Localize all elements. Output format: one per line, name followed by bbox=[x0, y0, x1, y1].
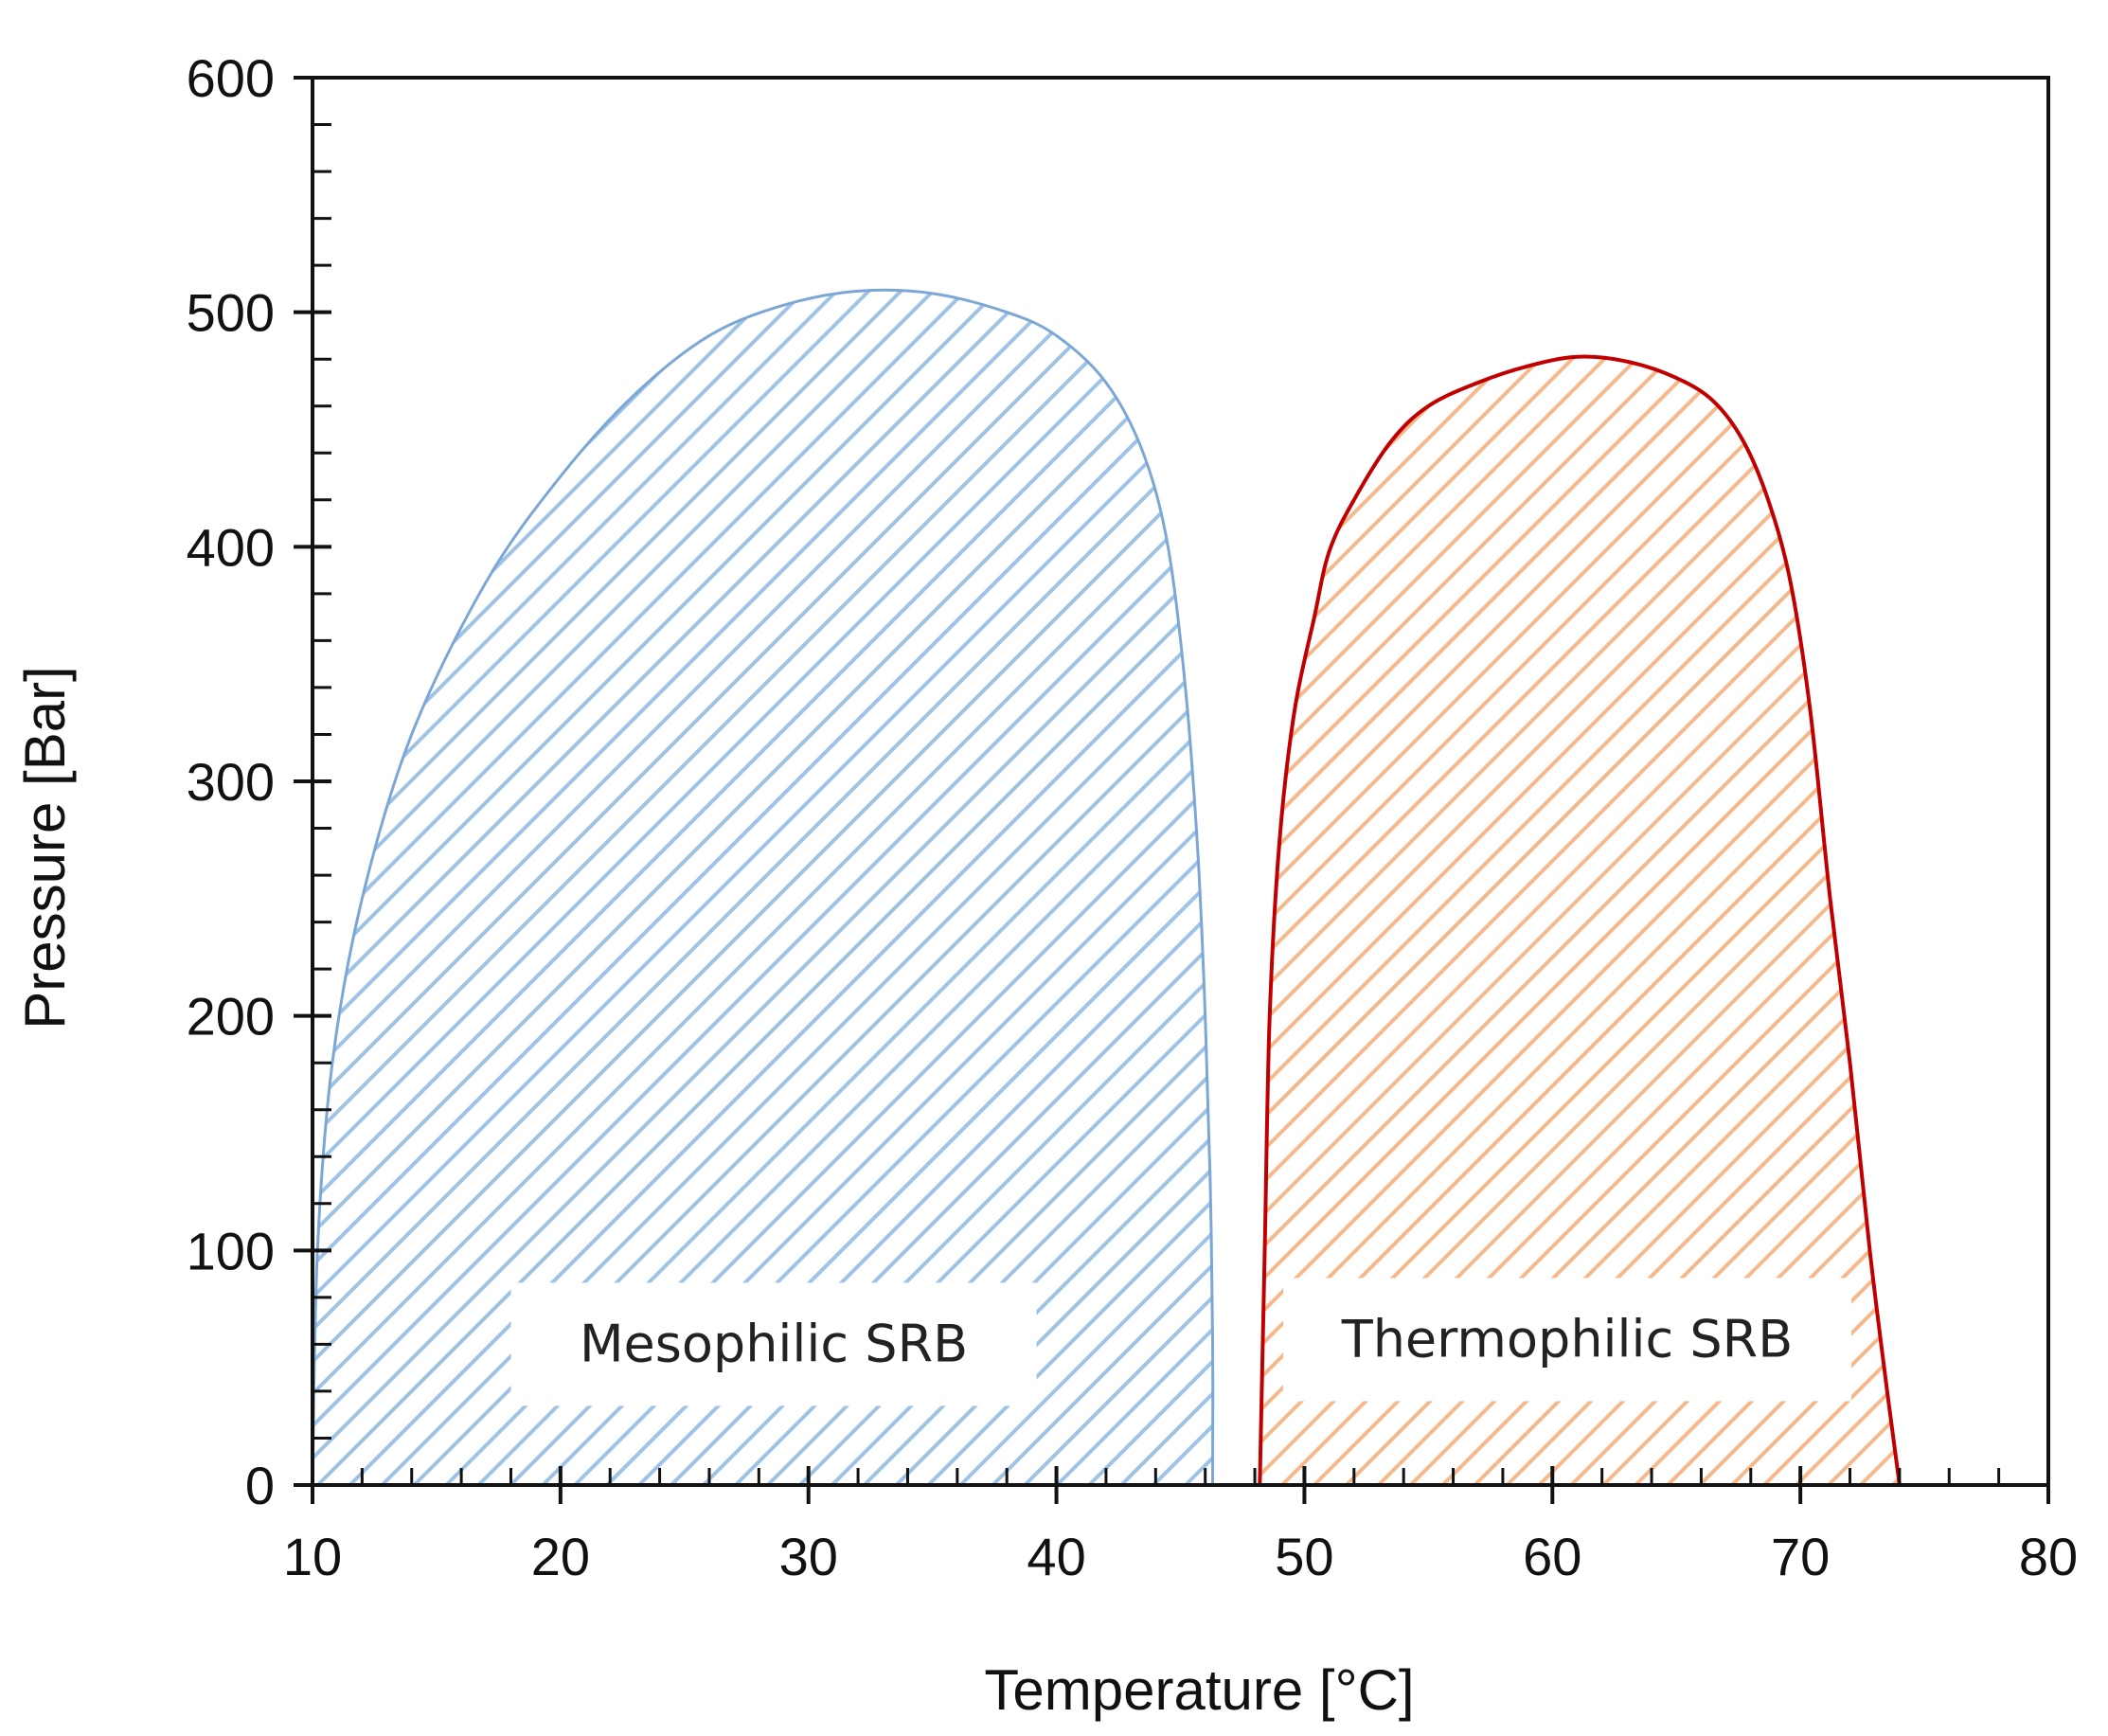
region-label-layer: Mesophilic SRB Thermophilic SRB bbox=[510, 1278, 1851, 1406]
x-tick-label: 30 bbox=[779, 1527, 838, 1586]
mesophilic-srb-label: Mesophilic SRB bbox=[580, 1314, 968, 1373]
mesophilic-srb-label-box bbox=[510, 1282, 1037, 1406]
x-tick-label: 80 bbox=[2019, 1527, 2078, 1586]
x-tick-label: 40 bbox=[1027, 1527, 1085, 1586]
x-tick-label: 20 bbox=[531, 1527, 590, 1586]
thermophilic-srb-label-box bbox=[1282, 1278, 1851, 1402]
axes-layer: 0 100 200 300 400 500 600 10 20 30 40 50 60 70 80 bbox=[187, 48, 2079, 1586]
x-tick-label: 60 bbox=[1523, 1527, 1581, 1586]
y-tick-label: 0 bbox=[245, 1456, 275, 1515]
thermophilic-srb-region bbox=[1258, 354, 1903, 1487]
thermophilic-srb-label: Thermophilic SRB bbox=[1341, 1309, 1794, 1369]
y-tick-label: 600 bbox=[187, 48, 275, 108]
x-tick-label: 70 bbox=[1771, 1527, 1830, 1586]
area-layer bbox=[311, 288, 1903, 1487]
y-axis-title: Pressure [Bar] bbox=[13, 666, 77, 1029]
x-tick-label: 10 bbox=[283, 1527, 342, 1586]
y-tick-label: 500 bbox=[187, 283, 275, 343]
y-tick-label: 300 bbox=[187, 752, 275, 812]
y-tick-label: 400 bbox=[187, 517, 275, 577]
y-tick-label: 100 bbox=[187, 1221, 275, 1280]
y-tick-label: 200 bbox=[187, 987, 275, 1047]
mesophilic-srb-region bbox=[311, 288, 1215, 1487]
x-axis-title: Temperature [°C] bbox=[984, 1658, 1414, 1722]
x-tick-label: 50 bbox=[1275, 1527, 1333, 1586]
